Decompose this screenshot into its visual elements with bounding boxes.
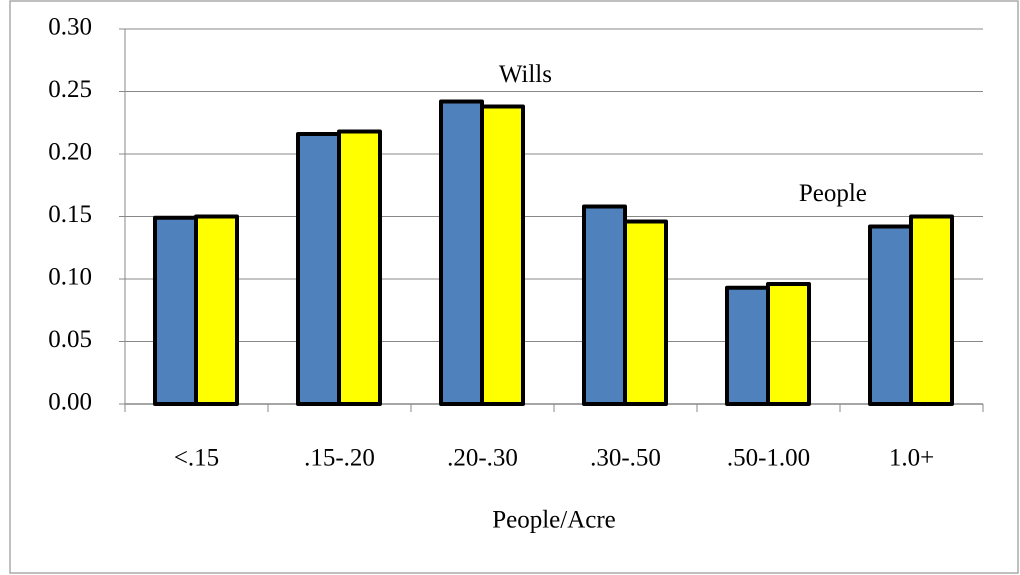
x-tick-label: .30-.50 — [590, 445, 661, 472]
x-tick-label: 1.0+ — [889, 445, 934, 472]
bar — [439, 99, 484, 406]
bar — [909, 214, 954, 406]
x-axis-title: People/Acre — [492, 507, 616, 534]
y-tick-label: 0.10 — [48, 264, 92, 291]
y-tick-label: 0.00 — [48, 389, 92, 416]
x-tick-label: <.15 — [174, 445, 219, 472]
bar — [337, 129, 382, 406]
y-tick-label: 0.25 — [48, 76, 92, 103]
y-tick-label: 0.15 — [48, 201, 92, 228]
bar — [725, 285, 770, 406]
bar — [480, 104, 525, 406]
bar — [766, 282, 811, 406]
x-tick-label: .20-.30 — [447, 445, 518, 472]
bar — [153, 215, 198, 406]
bar — [623, 219, 668, 406]
chart-frame — [9, 0, 1019, 574]
series-label: People — [799, 180, 867, 207]
bar — [868, 224, 913, 406]
y-tick-label: 0.30 — [48, 14, 92, 41]
y-tick-label: 0.05 — [48, 326, 92, 353]
x-tick-label: .50-1.00 — [727, 445, 810, 472]
bar — [194, 214, 239, 406]
bar — [582, 204, 627, 406]
x-tick-label: .15-.20 — [304, 445, 375, 472]
y-tick-label: 0.20 — [48, 139, 92, 166]
series-label: Wills — [499, 61, 552, 88]
bar — [296, 132, 341, 406]
